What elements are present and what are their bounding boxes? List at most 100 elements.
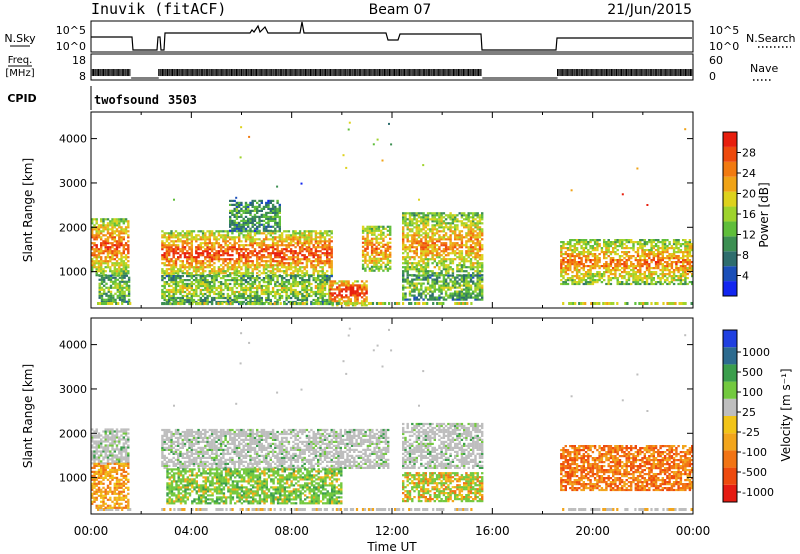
power-echo-cell bbox=[192, 258, 196, 261]
power-echo-cell bbox=[251, 219, 254, 222]
power-echo-cell bbox=[460, 294, 464, 297]
power-echo-cell bbox=[269, 246, 272, 249]
power-echo-cell bbox=[181, 262, 184, 265]
power-echo-cell bbox=[384, 267, 387, 270]
power-echo-cell bbox=[463, 296, 466, 299]
power-echo-cell bbox=[314, 238, 318, 241]
power-echo-cell bbox=[111, 238, 114, 241]
power-echo-cell bbox=[226, 288, 230, 292]
power-echo-cell bbox=[621, 243, 624, 246]
power-echo-cell bbox=[643, 259, 646, 262]
power-echo-cell bbox=[607, 241, 610, 244]
power-echo-cell bbox=[269, 266, 272, 269]
power-echo-cell bbox=[240, 266, 243, 269]
power-echo-cell bbox=[161, 294, 164, 298]
power-echo-cell bbox=[321, 244, 324, 247]
power-echo-cell bbox=[458, 246, 461, 249]
power-echo-cell bbox=[476, 220, 479, 223]
power-echo-cell bbox=[607, 271, 610, 274]
power-echo-cell bbox=[467, 218, 470, 221]
power-echo-cell bbox=[422, 268, 425, 271]
power-echo-cell bbox=[467, 238, 470, 241]
power-echo-cell bbox=[213, 258, 216, 261]
power-echo-cell bbox=[426, 212, 430, 215]
power-echo-cell bbox=[433, 244, 436, 247]
power-echo-cell bbox=[278, 262, 281, 265]
power-echo-cell bbox=[249, 252, 252, 255]
power-echo-cell bbox=[201, 277, 205, 280]
power-echo-cell bbox=[294, 266, 297, 269]
power-echo-cell bbox=[456, 236, 459, 239]
power-echo-cell bbox=[612, 247, 615, 250]
power-echo-cell bbox=[294, 277, 297, 280]
power-echo-cell bbox=[336, 294, 339, 297]
power-echo-cell bbox=[224, 252, 227, 255]
power-echo-cell bbox=[104, 218, 107, 221]
power-echo-cell bbox=[165, 302, 169, 306]
power-echo-cell bbox=[467, 246, 470, 249]
power-echo-cell bbox=[449, 248, 452, 251]
power-echo-cell bbox=[163, 274, 166, 277]
power-echo-cell bbox=[274, 221, 277, 224]
power-echo-cell bbox=[109, 250, 112, 253]
power-echo-cell bbox=[258, 246, 261, 249]
power-echo-cell bbox=[650, 253, 653, 256]
power-echo-cell bbox=[122, 268, 125, 271]
power-echo-cell bbox=[267, 256, 270, 259]
power-echo-cell bbox=[389, 237, 392, 240]
power-echo-cell bbox=[384, 227, 387, 230]
power-echo-cell bbox=[195, 290, 198, 294]
power-echo-cell bbox=[287, 230, 291, 233]
power-echo-cell bbox=[199, 230, 202, 233]
power-echo-cell bbox=[238, 248, 241, 251]
power-echo-cell bbox=[188, 275, 191, 278]
power-echo-cell bbox=[93, 250, 96, 253]
power-echo-cell bbox=[469, 278, 473, 281]
power-echo-cell bbox=[591, 253, 595, 256]
power-echo-cell bbox=[267, 286, 270, 290]
power-echo-cell bbox=[465, 214, 468, 217]
power-echo-cell bbox=[283, 281, 286, 284]
power-echo-cell bbox=[217, 281, 221, 284]
power-echo-cell bbox=[172, 275, 175, 278]
power-echo-cell bbox=[632, 247, 635, 250]
power-echo-cell bbox=[458, 258, 461, 261]
power-echo-cell bbox=[454, 218, 457, 221]
power-echo-cell bbox=[258, 244, 261, 247]
power-echo-cell bbox=[447, 294, 450, 297]
power-echo-cell bbox=[168, 250, 171, 253]
power-echo-cell bbox=[426, 252, 430, 255]
power-echo-cell bbox=[411, 262, 414, 265]
power-echo-cell bbox=[413, 222, 416, 225]
power-echo-cell bbox=[349, 290, 352, 293]
power-echo-cell bbox=[331, 298, 334, 301]
power-echo-cell bbox=[244, 268, 248, 271]
power-echo-cell bbox=[317, 242, 320, 245]
power-echo-cell bbox=[465, 294, 468, 297]
power-echo-cell bbox=[215, 292, 218, 296]
power-echo-cell bbox=[197, 298, 200, 302]
power-echo-cell bbox=[630, 241, 633, 244]
power-echo-cell bbox=[204, 279, 207, 282]
power-echo-cell bbox=[657, 253, 660, 256]
power-echo-cell bbox=[623, 239, 626, 242]
power-echo-cell bbox=[280, 236, 284, 239]
power-echo-cell bbox=[598, 279, 601, 282]
power-echo-cell bbox=[408, 246, 412, 249]
power-echo-cell bbox=[575, 261, 579, 264]
power-echo-cell bbox=[650, 267, 653, 270]
power-echo-cell bbox=[172, 279, 175, 282]
power-echo-cell bbox=[564, 253, 567, 256]
power-echo-cell bbox=[240, 258, 243, 261]
power-echo-cell bbox=[188, 232, 191, 235]
power-echo-cell bbox=[296, 244, 300, 247]
power-echo-cell bbox=[614, 269, 617, 272]
power-echo-cell bbox=[274, 254, 277, 257]
power-echo-cell bbox=[465, 224, 468, 227]
power-echo-cell bbox=[174, 277, 178, 280]
power-echo-cell bbox=[411, 230, 414, 233]
power-echo-cell bbox=[474, 252, 477, 255]
power-echo-cell bbox=[253, 292, 257, 296]
power-echo-cell bbox=[578, 239, 581, 242]
power-echo-cell bbox=[621, 251, 624, 254]
